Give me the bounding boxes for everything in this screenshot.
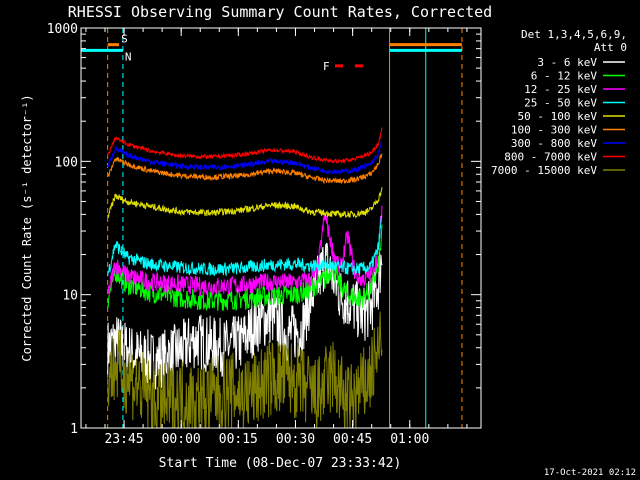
plot-frame — [80, 27, 482, 429]
marker-f-label: F — [323, 60, 330, 73]
series-line-0 — [107, 242, 383, 390]
legend-label-1: 6 - 12 keV — [531, 70, 598, 83]
series-line-6 — [107, 141, 383, 176]
series-line-7 — [107, 127, 383, 165]
y-tick-label-3: 1000 — [47, 22, 78, 37]
x-axis-label: Start Time (08-Dec-07 23:33:42) — [159, 456, 402, 471]
legend-label-6: 300 - 800 keV — [511, 137, 597, 150]
legend-label-0: 3 - 6 keV — [537, 56, 597, 69]
footer-timestamp: 17-Oct-2021 02:12 — [544, 468, 636, 478]
chart-title: RHESSI Observing Summary Count Rates, Co… — [68, 3, 492, 21]
legend-label-8: 7000 - 15000 keV — [491, 164, 597, 177]
x-tick-label-2: 00:15 — [219, 432, 258, 447]
x-tick-label-5: 01:00 — [390, 432, 429, 447]
marker-n: N — [81, 48, 132, 63]
y-tick-label-0: 1 — [70, 422, 78, 437]
series-line-3 — [107, 215, 383, 277]
marker-f: F — [323, 60, 363, 73]
legend-header-1: Att 0 — [594, 41, 627, 54]
y-axis: 1 10 100 1000 — [47, 22, 481, 437]
x-tick-label-3: 00:30 — [276, 432, 315, 447]
marker-s-label: S — [121, 33, 128, 46]
series-line-8 — [107, 311, 383, 430]
series-line-2 — [107, 205, 383, 297]
y-tick-label-2: 100 — [55, 155, 78, 170]
legend-label-5: 100 - 300 keV — [511, 124, 597, 137]
legend-header-0: Det 1,3,4,5,6,9, — [521, 28, 627, 41]
marker-n-label: N — [125, 50, 132, 63]
y-axis-label: Corrected Count Rate (s⁻¹ detector⁻¹) — [20, 94, 34, 361]
legend-label-3: 25 - 50 keV — [524, 97, 597, 110]
x-tick-label-4: 00:45 — [333, 432, 372, 447]
legend-label-2: 12 - 25 keV — [524, 83, 597, 96]
y-tick-label-1: 10 — [62, 289, 78, 304]
series-line-4 — [107, 187, 383, 219]
plot-area: SN F — [81, 28, 463, 430]
marker-s: S — [107, 33, 128, 47]
x-axis: 23:45 00:00 00:15 00:30 00:45 01:00 — [85, 28, 468, 447]
series-line-1 — [107, 224, 383, 312]
legend-label-4: 50 - 100 keV — [518, 110, 598, 123]
x-tick-label-0: 23:45 — [104, 432, 143, 447]
legend-label-7: 800 - 7000 keV — [504, 151, 597, 164]
x-tick-label-1: 00:00 — [162, 432, 201, 447]
series-line-5 — [107, 153, 383, 185]
